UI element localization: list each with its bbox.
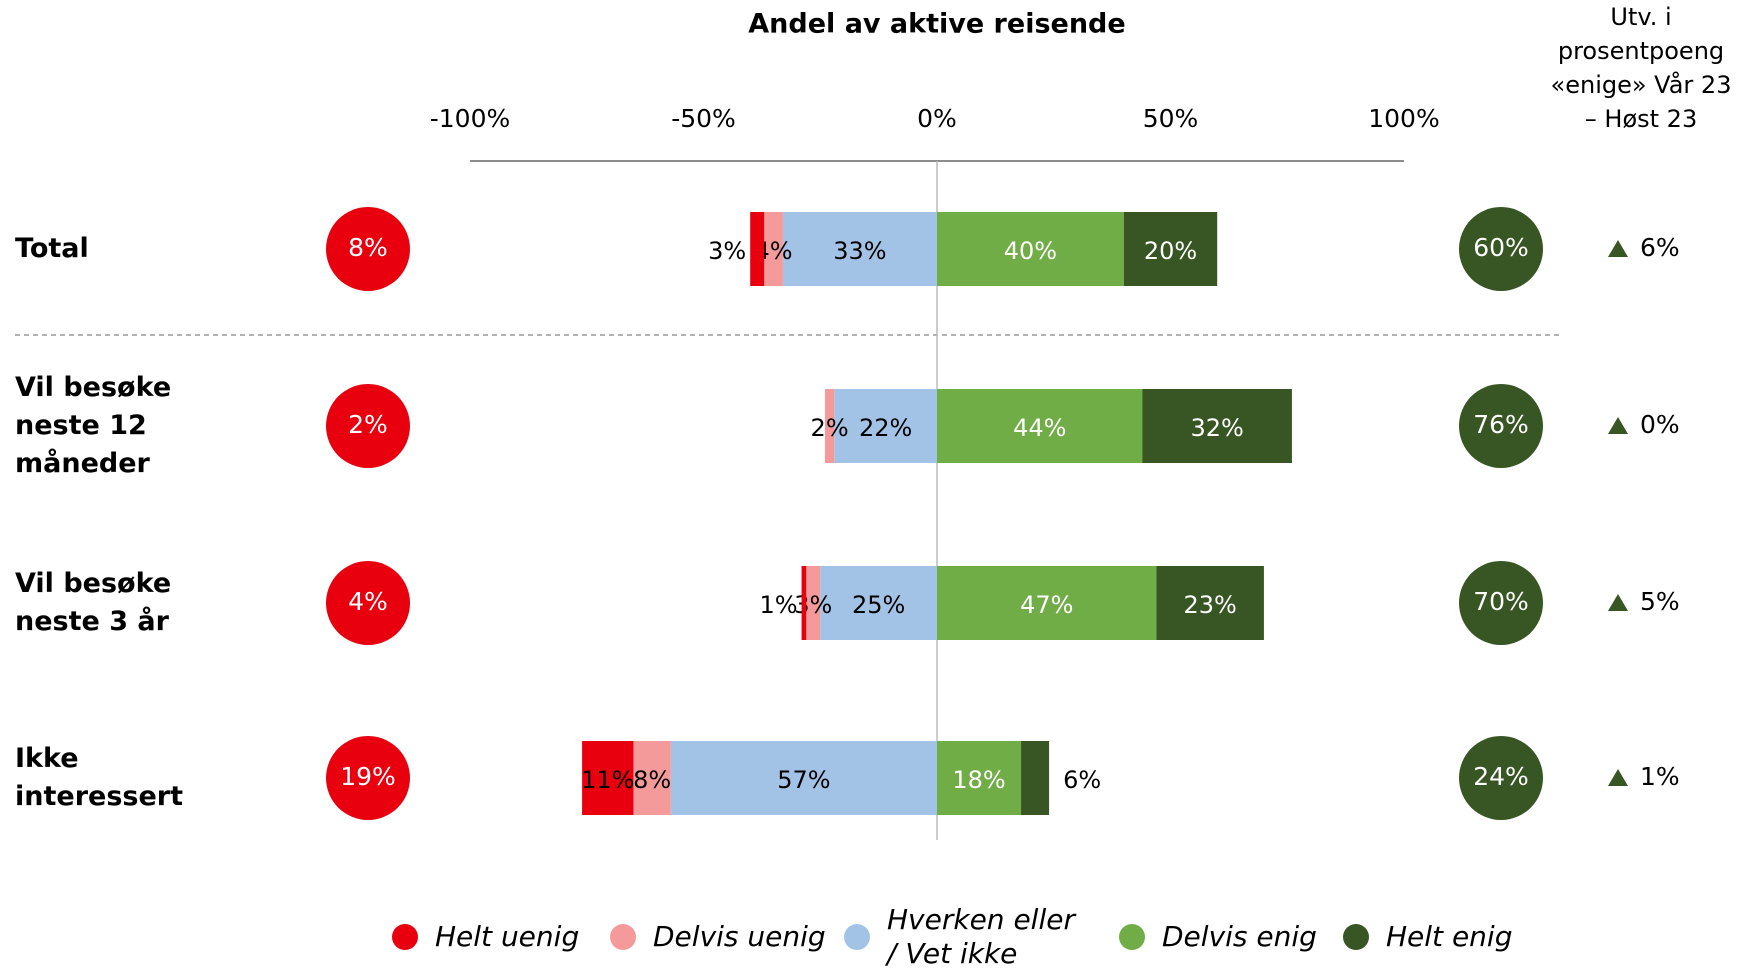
bar-label: 40% (1004, 237, 1057, 265)
category-label: Ikke interessert (15, 743, 183, 812)
x-tick-label: 100% (1368, 104, 1439, 133)
bar-label: 23% (1184, 591, 1237, 619)
bar-segment (782, 212, 937, 286)
bar-segment (937, 566, 1157, 640)
total-label: 19% (340, 762, 396, 791)
bar-label: 3% (708, 237, 746, 265)
total-label: 70% (1473, 587, 1529, 616)
bar-segment (937, 212, 1124, 286)
total-circle (1459, 384, 1543, 468)
change-label: 6% (1640, 233, 1680, 262)
total-circle (326, 736, 410, 820)
bar-segment (1156, 566, 1264, 640)
legend-swatch (392, 924, 418, 950)
bar-segment (824, 389, 835, 463)
bar-label: 47% (1020, 591, 1073, 619)
change-arrow (1608, 769, 1628, 786)
x-tick-label: -100% (430, 104, 511, 133)
bar-segment (1021, 741, 1050, 815)
legend-swatch (610, 924, 636, 950)
bar-label: 22% (859, 414, 912, 442)
legend-label: Hverken eller / Vet ikke (887, 903, 1075, 968)
change-label: 0% (1640, 410, 1680, 439)
bar-segment (820, 566, 937, 640)
legend-swatch (844, 924, 870, 950)
legend-label: Delvis enig (1162, 920, 1317, 953)
total-circle (326, 384, 410, 468)
total-label: 60% (1473, 233, 1529, 262)
bar-label: 25% (852, 591, 905, 619)
legend-swatch (1343, 924, 1369, 950)
total-circle (1459, 561, 1543, 645)
total-circle (326, 207, 410, 291)
bar-segment (801, 566, 807, 640)
chart-title: Andel av aktive reisende (748, 9, 1125, 40)
bar-label: 32% (1191, 414, 1244, 442)
change-arrow (1608, 240, 1628, 257)
total-label: 76% (1473, 410, 1529, 439)
bar-segment (937, 741, 1022, 815)
bar-label: 3% (794, 591, 832, 619)
category-label: Total (15, 233, 89, 264)
change-header: – Høst 23 (1585, 105, 1697, 133)
total-label: 2% (348, 410, 388, 439)
bar-segment (1123, 212, 1218, 286)
change-header: prosentpoeng (1558, 37, 1724, 65)
bar-segment (764, 212, 783, 286)
bar-label: 1% (759, 591, 797, 619)
total-label: 8% (348, 233, 388, 262)
bar-segment (937, 389, 1143, 463)
category-label: Vil besøke neste 12 måneder (15, 372, 172, 479)
bar-label: 57% (777, 766, 830, 794)
x-tick-label: -50% (671, 104, 736, 133)
legend-swatch (1119, 924, 1145, 950)
bar-label: 44% (1013, 414, 1066, 442)
bar-segment (582, 741, 634, 815)
bar-label: 2% (811, 414, 849, 442)
bar-segment (670, 741, 937, 815)
total-circle (326, 561, 410, 645)
change-arrow (1608, 594, 1628, 611)
total-circle (1459, 736, 1543, 820)
x-tick-label: 0% (917, 104, 957, 133)
legend-label: Helt enig (1386, 920, 1513, 953)
change-arrow (1608, 417, 1628, 434)
bar-segment (750, 212, 765, 286)
total-label: 24% (1473, 762, 1529, 791)
legend-label: Helt uenig (435, 920, 580, 953)
bar-label: 11% (581, 766, 634, 794)
bar-segment (806, 566, 821, 640)
bar-label: 33% (833, 237, 886, 265)
category-label: Vil besøke neste 3 år (15, 568, 172, 637)
bar-label: 18% (952, 766, 1005, 794)
bar-segment (1142, 389, 1292, 463)
total-circle (1459, 207, 1543, 291)
bar-label: 8% (633, 766, 671, 794)
bar-label: 20% (1144, 237, 1197, 265)
change-header: «enige» Vår 23 (1551, 70, 1732, 99)
x-tick-label: 50% (1143, 104, 1199, 133)
total-label: 4% (348, 587, 388, 616)
change-header: Utv. i (1610, 3, 1671, 31)
change-label: 1% (1640, 762, 1680, 791)
change-label: 5% (1640, 587, 1680, 616)
bar-label: 6% (1063, 766, 1101, 794)
bar-segment (633, 741, 671, 815)
legend-label: Delvis uenig (653, 920, 826, 953)
bar-segment (834, 389, 937, 463)
